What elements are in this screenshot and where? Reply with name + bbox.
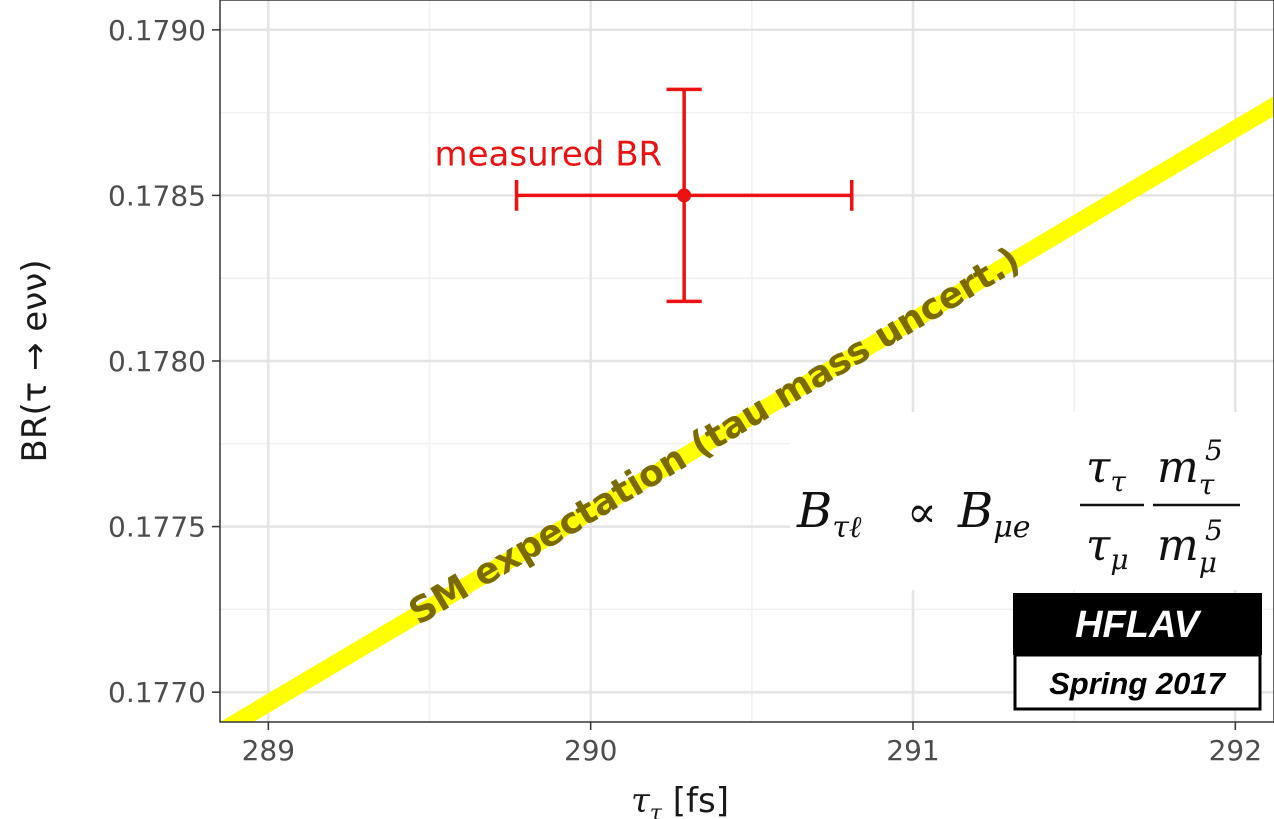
- svg-text:ττ: ττ: [1086, 442, 1126, 498]
- hflav-badge: HFLAV Spring 2017: [1013, 593, 1262, 711]
- x-axis: 289 290 291 292: [242, 722, 1262, 767]
- frac1-num: τ: [1086, 442, 1111, 493]
- x-tick-label: 289: [242, 734, 295, 767]
- x-tick-label: 292: [1209, 734, 1262, 767]
- measured-br-label: measured BR: [435, 134, 663, 174]
- formula-lhs-sub: τℓ: [832, 510, 862, 545]
- x-axis-title: ττ [fs]: [631, 781, 729, 819]
- frac2-num-sub: τ: [1199, 468, 1215, 501]
- formula: Bτℓ ∝ Bμe ττ τμ mτ 5 mμ 5: [796, 434, 1240, 579]
- measured-point: [677, 188, 692, 203]
- svg-text:τμ: τμ: [1086, 520, 1129, 576]
- frac2-num: m: [1157, 442, 1199, 493]
- formula-rhs: B: [957, 483, 993, 539]
- frac2-den-sup: 5: [1205, 514, 1223, 547]
- svg-text:mτ: mτ: [1157, 442, 1215, 501]
- svg-text:mμ: mμ: [1157, 520, 1217, 579]
- frac2-den-sub: μ: [1199, 546, 1217, 579]
- x-tick-label: 291: [886, 734, 939, 767]
- y-axis-title: BR(τ → eνν): [15, 260, 55, 463]
- y-axis: 0.1770 0.1775 0.1780 0.1785 0.1790: [108, 14, 220, 709]
- frac1-den-sub: μ: [1110, 543, 1128, 576]
- x-tick-label: 290: [564, 734, 617, 767]
- hflav-edition: Spring 2017: [1049, 666, 1226, 701]
- y-tick-label: 0.1770: [108, 676, 206, 709]
- measured-point-errorbars: [514, 87, 854, 304]
- frac2-den: m: [1157, 520, 1199, 571]
- y-tick-label: 0.1785: [108, 179, 206, 212]
- plot-border: [219, 0, 1274, 723]
- formula-lhs: B: [796, 483, 832, 539]
- formula-backdrop: [790, 412, 1274, 590]
- y-tick-label: 0.1775: [108, 511, 206, 544]
- y-tick-label: 0.1780: [108, 345, 206, 378]
- formula-rhs-sub: μe: [993, 510, 1030, 545]
- sm-expectation-band: [220, 96, 1274, 722]
- svg-text:Bτℓ: Bτℓ: [796, 483, 862, 545]
- formula-relation: ∝: [907, 487, 937, 538]
- hflav-title: HFLAV: [1075, 604, 1201, 646]
- y-tick-label: 0.1790: [108, 14, 206, 47]
- frac2-num-sup: 5: [1205, 434, 1223, 467]
- frac1-den: τ: [1086, 520, 1111, 571]
- frac1-num-sub: τ: [1110, 465, 1126, 498]
- svg-text:Bμe: Bμe: [957, 483, 1031, 545]
